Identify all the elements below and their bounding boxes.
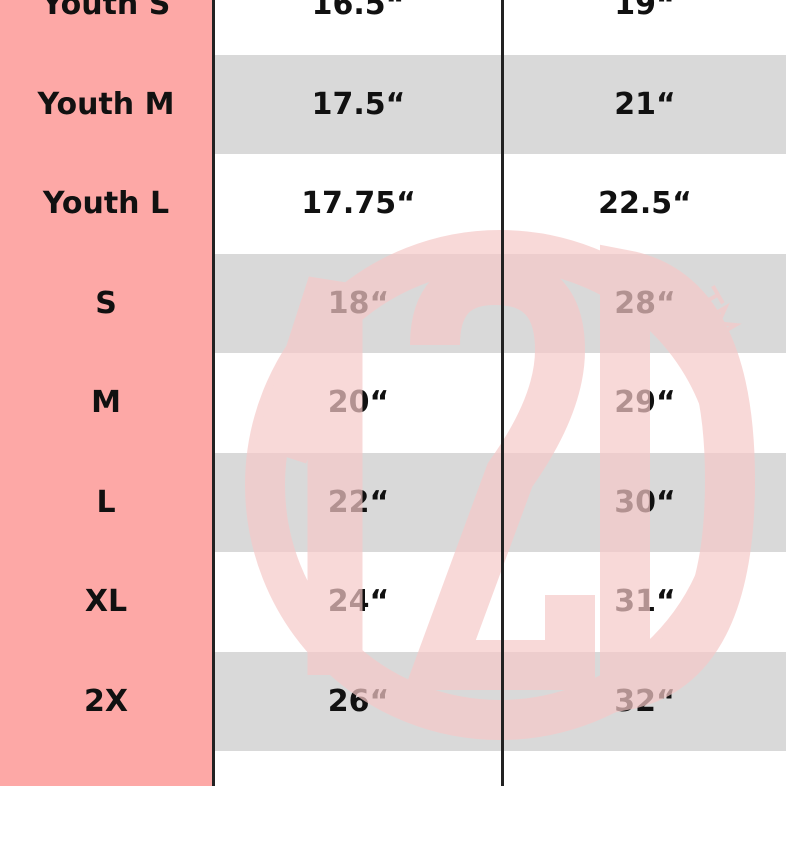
size-cell: S xyxy=(95,285,117,321)
table-row: Youth S 16.5“ 19“ xyxy=(0,0,786,54)
table-row: L 22“ 30“ xyxy=(0,452,786,552)
size-cell: 2X xyxy=(83,683,128,719)
row-stripe xyxy=(215,54,786,154)
length-cell: 29“ xyxy=(614,385,676,420)
table-row: Youth M 17.5“ 21“ xyxy=(0,54,786,154)
table-row: S 18“ 28“ xyxy=(0,253,786,353)
length-cell: 19“ xyxy=(614,0,676,22)
size-cell: Youth L xyxy=(42,186,170,221)
table-row: M 20“ 29“ xyxy=(0,353,786,452)
size-cell xyxy=(0,751,212,850)
width-cell: 26“ xyxy=(327,683,390,719)
table-row: 2X 26“ 32“ xyxy=(0,651,786,751)
width-cell: 24“ xyxy=(327,584,390,619)
size-cell: Youth S xyxy=(41,0,171,22)
length-cell: 28“ xyxy=(614,285,676,321)
size-cell: L xyxy=(96,484,116,520)
size-cell: Youth M xyxy=(37,86,175,122)
table-row: XL 24“ 31“ xyxy=(0,552,786,651)
column-divider-right xyxy=(501,0,504,786)
width-cell: 18“ xyxy=(327,285,390,321)
width-cell: 17.75“ xyxy=(301,186,416,221)
width-cell: 17.5“ xyxy=(311,86,406,122)
size-column-background xyxy=(0,0,212,786)
width-cell xyxy=(215,751,502,850)
table-row: Youth L 17.75“ 22.5“ xyxy=(0,154,786,253)
width-cell: 16.5“ xyxy=(311,0,406,22)
size-cell: XL xyxy=(84,584,128,619)
length-cell: 31“ xyxy=(614,584,676,619)
table-row xyxy=(0,751,786,850)
length-cell: 22.5“ xyxy=(598,186,692,221)
width-cell: 20“ xyxy=(327,385,390,420)
length-cell xyxy=(504,751,786,850)
length-cell: 30“ xyxy=(614,484,676,520)
length-cell: 32“ xyxy=(614,683,676,719)
width-cell: 22“ xyxy=(327,484,390,520)
column-divider-left xyxy=(212,0,215,786)
length-cell: 21“ xyxy=(614,86,676,122)
size-cell: M xyxy=(91,385,121,420)
